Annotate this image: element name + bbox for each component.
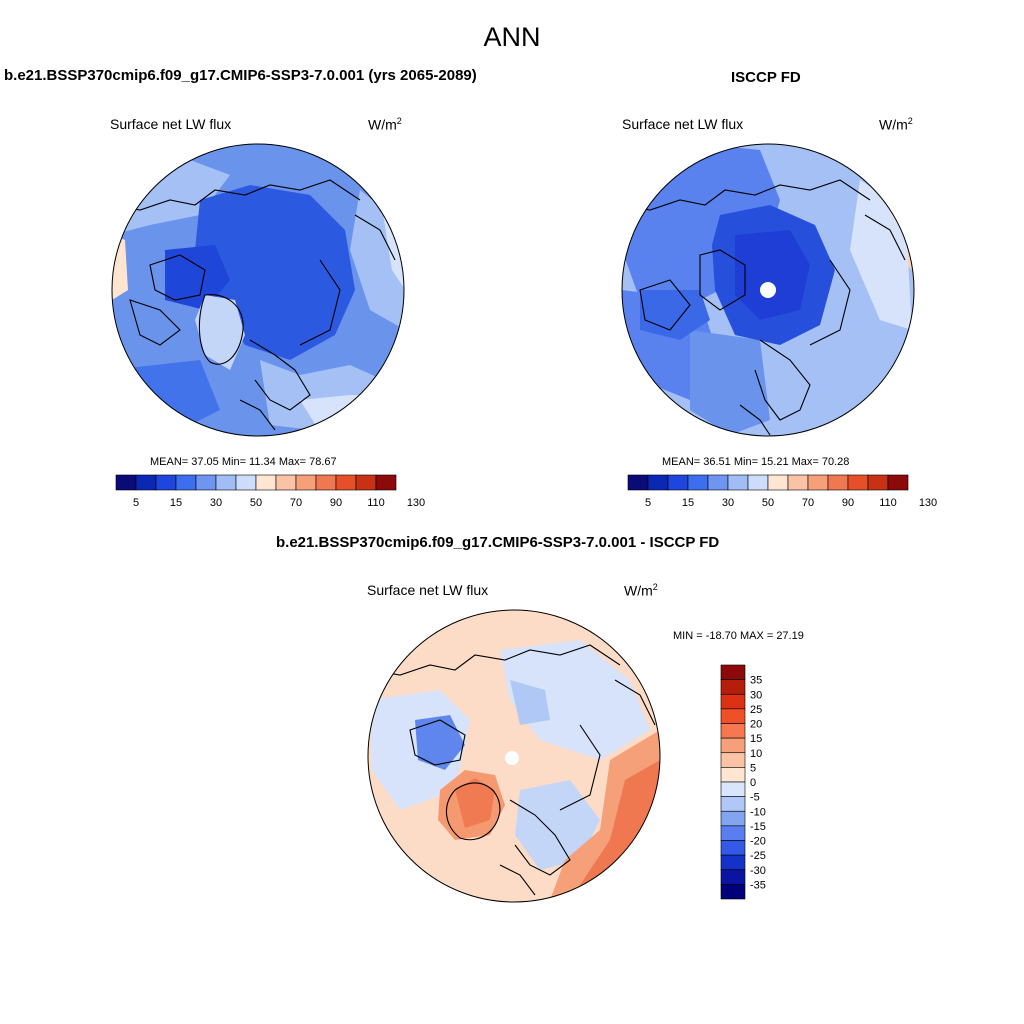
model-units: W/m2 [368, 116, 402, 133]
colorbar-tick-label: 5 [645, 497, 651, 509]
colorbar-tick-label: -5 [750, 792, 760, 804]
colorbar-swatch [720, 679, 746, 695]
colorbar-swatch [235, 474, 257, 491]
colorbar-tick-label: 90 [842, 497, 854, 509]
colorbar-swatch [155, 474, 177, 491]
colorbar-swatch [195, 474, 217, 491]
diff-polar-map [367, 609, 661, 903]
colorbar-swatch [720, 854, 746, 871]
colorbar-swatch [720, 840, 746, 856]
colorbar-swatch [787, 474, 809, 491]
colorbar-tick-label: 15 [682, 497, 694, 509]
diff-stats: MIN = -18.70 MAX = 27.19 [673, 630, 804, 642]
colorbar-tick-label: 30 [210, 497, 222, 509]
colorbar-swatch [767, 474, 789, 491]
colorbar-swatch [720, 752, 746, 768]
colorbar-tick-label: -35 [750, 879, 766, 891]
colorbar-swatch [720, 664, 746, 680]
model-variable-label: Surface net LW flux [110, 116, 232, 132]
colorbar-swatch [720, 884, 746, 900]
colorbar-tick-label: 50 [762, 497, 774, 509]
colorbar-swatch [707, 474, 729, 491]
diff-units: W/m2 [624, 582, 658, 599]
colorbar-swatch [720, 810, 746, 827]
colorbar-swatch [727, 474, 749, 491]
colorbar-swatch [647, 474, 669, 491]
diff-colorbar: 35 30 25 20 15 10 5 0 -5 -10 -15 -20 -25 -30 -35 [720, 664, 766, 900]
colorbar-swatch [720, 781, 746, 797]
colorbar-swatch [375, 474, 397, 491]
obs-units: W/m2 [879, 116, 913, 133]
colorbar-tick-label: 25 [750, 704, 762, 716]
diff-panel-title: b.e21.BSSP370cmip6.f09_g17.CMIP6-SSP3-7.… [276, 534, 720, 551]
colorbar-tick-label: 130 [407, 497, 425, 509]
colorbar-tick-label: 110 [367, 497, 385, 509]
colorbar-tick-label: 20 [750, 719, 762, 731]
colorbar-swatch [720, 767, 746, 783]
colorbar-tick-label: -30 [750, 865, 766, 877]
colorbar-swatch [115, 474, 137, 491]
colorbar-tick-label: -10 [750, 806, 766, 818]
page-title: ANN [483, 22, 541, 52]
colorbar-tick-label: 110 [879, 497, 897, 509]
colorbar-tick-label: 35 [750, 675, 762, 687]
colorbar-swatch [720, 708, 746, 724]
colorbar-tick-label: 70 [802, 497, 814, 509]
colorbar-swatch [175, 474, 197, 491]
model-stats: MEAN= 37.05 Min= 11.34 Max= 78.67 [150, 456, 337, 468]
colorbar-tick-label: 130 [919, 497, 937, 509]
colorbar-tick-label: 5 [750, 762, 756, 774]
colorbar-swatch [355, 474, 377, 491]
colorbar-tick-label: 50 [250, 497, 262, 509]
colorbar-swatch [807, 474, 829, 491]
colorbar-tick-label: 10 [750, 748, 762, 760]
colorbar-swatch [627, 474, 649, 491]
colorbar-tick-label: 30 [750, 689, 762, 701]
model-panel-title: b.e21.BSSP370cmip6.f09_g17.CMIP6-SSP3-7.… [4, 67, 477, 84]
model-polar-map [111, 143, 405, 437]
colorbar-tick-label: 70 [290, 497, 302, 509]
colorbar-swatch [747, 474, 769, 491]
colorbar-swatch [687, 474, 709, 491]
colorbar-swatch [867, 474, 889, 491]
obs-stats: MEAN= 36.51 Min= 15.21 Max= 70.28 [662, 456, 850, 468]
obs-colorbar: 5 15 30 50 70 90 110 130 [627, 474, 937, 509]
colorbar-tick-label: 0 [750, 777, 756, 789]
colorbar-swatch [720, 723, 746, 739]
colorbar-swatch [720, 796, 746, 812]
colorbar-swatch [215, 474, 237, 491]
colorbar-tick-label: 5 [133, 497, 139, 509]
colorbar-swatch [720, 825, 746, 841]
colorbar-swatch [847, 474, 869, 491]
obs-panel-title: ISCCP FD [731, 69, 801, 86]
colorbar-tick-label: 30 [722, 497, 734, 509]
colorbar-tick-label: -15 [750, 821, 766, 833]
colorbar-swatch [335, 474, 357, 491]
colorbar-swatch [255, 474, 277, 491]
model-colorbar: 5 15 30 50 70 90 110 130 [115, 474, 425, 509]
colorbar-swatch [135, 474, 157, 491]
diff-variable-label: Surface net LW flux [367, 582, 489, 598]
colorbar-tick-label: 15 [170, 497, 182, 509]
colorbar-swatch [827, 474, 849, 491]
colorbar-swatch [667, 474, 689, 491]
obs-polar-map [621, 143, 915, 437]
colorbar-tick-label: 90 [330, 497, 342, 509]
colorbar-tick-label: 15 [750, 733, 762, 745]
colorbar-swatch [720, 693, 746, 710]
colorbar-swatch [295, 474, 317, 491]
colorbar-swatch [720, 869, 746, 885]
colorbar-swatch [720, 737, 746, 754]
colorbar-tick-label: -25 [750, 850, 766, 862]
obs-variable-label: Surface net LW flux [622, 116, 744, 132]
colorbar-tick-label: -20 [750, 836, 766, 848]
colorbar-swatch [315, 474, 337, 491]
colorbar-swatch [887, 474, 909, 491]
colorbar-swatch [275, 474, 297, 491]
